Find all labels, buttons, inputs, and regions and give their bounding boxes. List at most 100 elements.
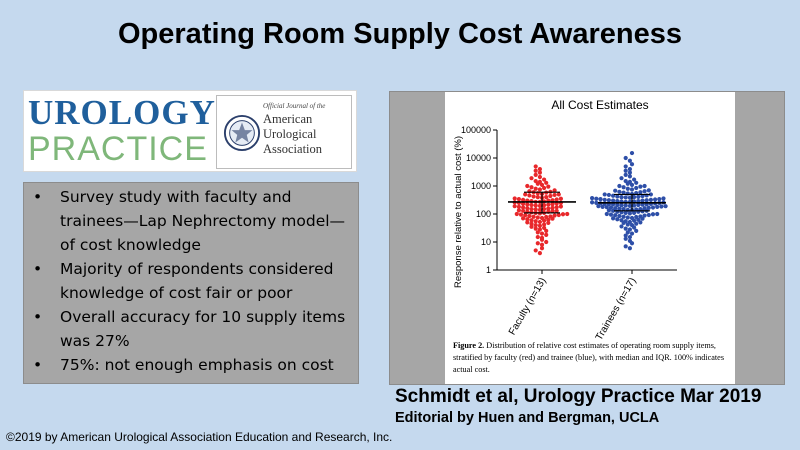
data-point [623, 195, 628, 200]
data-point [606, 192, 611, 198]
data-point [623, 236, 628, 241]
figure-caption: Figure 2. Distribution of relative cost … [453, 340, 729, 376]
data-point [531, 214, 536, 219]
data-point [539, 182, 545, 187]
data-point [548, 193, 553, 199]
data-point [632, 210, 637, 215]
data-point [642, 183, 647, 189]
data-point [542, 222, 547, 227]
data-point [632, 218, 637, 223]
data-point [613, 188, 618, 193]
data-point [533, 219, 538, 224]
bullet-item: • Survey study with faculty and trainees—… [24, 185, 358, 257]
data-point [627, 227, 632, 232]
data-point [632, 195, 637, 200]
aua-line1: American [263, 112, 313, 126]
data-point [533, 164, 538, 169]
data-point [533, 207, 538, 212]
data-point [617, 183, 622, 189]
data-point [627, 170, 632, 175]
data-point [539, 242, 545, 247]
data-point [554, 205, 559, 210]
data-point [535, 234, 540, 240]
data-point [642, 189, 647, 194]
data-point [550, 205, 555, 211]
data-point [558, 204, 563, 209]
data-point [608, 212, 614, 217]
data-point [544, 232, 549, 237]
data-point [617, 206, 622, 211]
data-point [512, 204, 517, 209]
aua-line2: Urological [263, 127, 317, 141]
data-point [629, 182, 635, 187]
data-point [632, 177, 637, 182]
bullet-dot-icon: • [33, 356, 43, 374]
data-point [623, 233, 628, 238]
data-point [556, 212, 561, 218]
data-point [634, 185, 639, 191]
data-point [604, 205, 609, 210]
y-tick-label: 10000 [466, 153, 491, 163]
data-point [623, 203, 628, 208]
data-point [640, 198, 645, 203]
data-point [636, 202, 641, 208]
data-point [623, 226, 628, 231]
data-point [533, 172, 538, 177]
data-point [648, 192, 653, 197]
data-point [623, 155, 628, 161]
data-point [546, 202, 551, 207]
data-point [529, 224, 534, 229]
citation-line1: Schmidt et al, Urology Practice Mar 2019 [395, 386, 762, 407]
data-point [594, 196, 599, 201]
data-point [523, 213, 528, 218]
data-point [529, 185, 534, 190]
data-point [542, 218, 547, 223]
chart-title: All Cost Estimates [551, 98, 648, 112]
data-point [627, 158, 632, 163]
data-point [537, 187, 542, 192]
bullet-dot-icon: • [33, 188, 43, 206]
copyright-notice: ©2019 by American Urological Association… [6, 430, 393, 444]
data-point [554, 208, 559, 213]
data-point [552, 213, 557, 218]
data-point [640, 216, 645, 221]
aua-name: American Urological Association [263, 112, 322, 157]
data-point [627, 195, 632, 200]
data-point [619, 224, 624, 229]
data-point [623, 244, 628, 249]
aua-line3: Association [263, 142, 323, 156]
data-point [625, 230, 630, 235]
chart-axes: 1 10 100 1000 10000 100000 [461, 125, 677, 275]
figure-image: All Cost Estimates Response relative to … [445, 92, 735, 384]
data-point [627, 203, 632, 208]
data-point [560, 212, 566, 217]
data-point [512, 196, 517, 201]
data-point [546, 217, 551, 222]
data-point [535, 195, 540, 200]
data-point [525, 217, 530, 222]
data-point [594, 200, 599, 205]
chart-x-labels: Faculty (n=13) Trainees (n=17) [507, 270, 639, 343]
data-point [646, 188, 651, 193]
data-point [521, 208, 526, 213]
urology-practice-logo-line1: UROLOGY [28, 93, 216, 132]
chart-median-iqr [508, 191, 666, 214]
data-point [537, 207, 542, 213]
data-point [625, 215, 630, 220]
data-point [533, 226, 538, 231]
data-point [627, 246, 632, 251]
data-point [653, 197, 658, 202]
figure-panel: All Cost Estimates Response relative to … [389, 91, 785, 385]
bullet-text: Overall accuracy for 10 supply items was… [60, 308, 346, 350]
data-point [625, 222, 630, 227]
data-point [537, 203, 542, 208]
data-point [525, 206, 530, 211]
data-point [611, 208, 616, 213]
data-point [544, 180, 549, 185]
data-point [646, 205, 651, 211]
data-point [544, 228, 549, 233]
data-point [546, 184, 551, 189]
data-point [621, 220, 626, 226]
data-point [537, 227, 542, 232]
data-point [638, 190, 643, 195]
